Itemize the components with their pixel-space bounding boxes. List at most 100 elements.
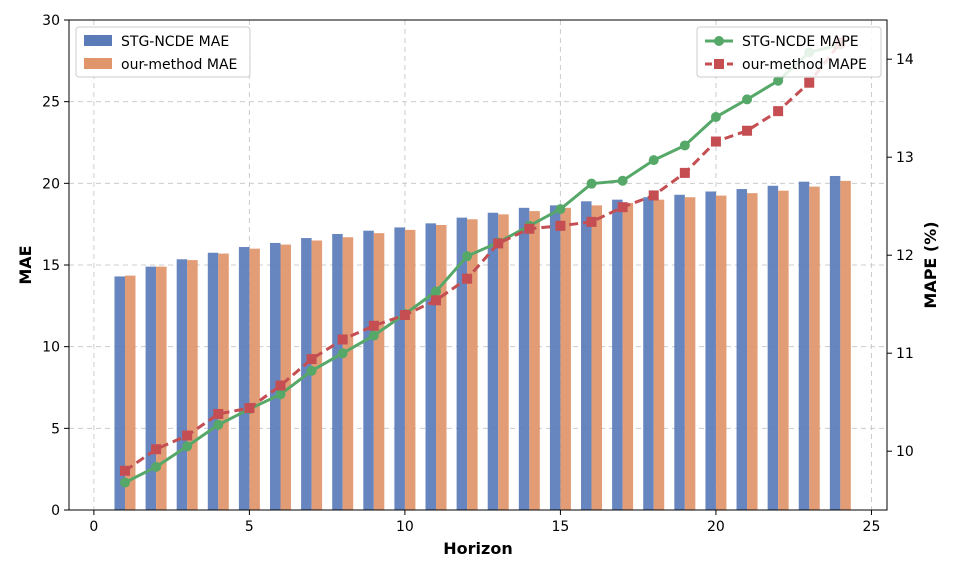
data-point	[773, 106, 784, 117]
x-tick-label: 20	[707, 519, 725, 535]
data-point	[182, 441, 193, 452]
bar	[280, 244, 291, 511]
bar	[207, 252, 219, 510]
legend-swatch	[84, 58, 112, 69]
data-point	[679, 167, 690, 178]
data-point	[244, 403, 255, 414]
y2-tick-label: 10	[896, 444, 914, 460]
data-point	[648, 190, 659, 201]
axes: 0 5 10 15 20 25 0 5 10 15 20 25 30 10 11 12 13 14	[42, 13, 914, 535]
data-point	[213, 408, 224, 419]
bar	[798, 181, 810, 510]
x-tick-label: 0	[89, 519, 98, 535]
bar	[269, 242, 281, 510]
data-point	[742, 94, 753, 105]
line-series-group	[119, 37, 846, 488]
x-tick-label: 5	[245, 519, 254, 535]
data-point	[213, 419, 224, 430]
legend-right: STG-NCDE MAPE our-method MAPE	[696, 26, 882, 78]
bar	[684, 197, 696, 510]
x-tick-label: 15	[552, 519, 570, 535]
data-point	[399, 309, 410, 320]
bar	[394, 227, 405, 510]
bar	[436, 224, 447, 510]
data-point	[431, 295, 442, 306]
legend-marker	[714, 59, 724, 69]
data-point	[586, 178, 597, 189]
data-point	[337, 334, 348, 345]
bar	[591, 205, 603, 510]
y2-tick-label: 12	[896, 248, 914, 264]
legend-box	[696, 26, 882, 78]
bar	[342, 237, 354, 510]
bar	[114, 276, 125, 510]
data-point	[648, 155, 659, 166]
data-point	[368, 320, 379, 331]
data-point	[555, 220, 566, 231]
bar	[705, 191, 716, 510]
bar	[156, 266, 167, 510]
data-point	[742, 125, 753, 136]
data-point	[119, 477, 130, 488]
y-tick-label: 10	[42, 340, 60, 356]
data-point	[306, 365, 317, 376]
y-tick-label: 20	[42, 176, 60, 192]
bar	[653, 199, 665, 510]
y-tick-label: 5	[51, 421, 60, 437]
x-axis-title: Horizon	[443, 539, 512, 558]
data-point	[151, 461, 162, 472]
legend-label: STG-NCDE MAE	[121, 34, 229, 50]
bar	[249, 248, 260, 510]
y2-axis-title: MAPE (%)	[921, 221, 940, 308]
bar	[767, 185, 779, 511]
y2-tick-label: 13	[896, 150, 914, 166]
x-tick-label: 25	[863, 519, 881, 535]
data-point	[555, 204, 566, 215]
bar	[145, 266, 157, 510]
data-point	[462, 273, 473, 284]
legend-box	[75, 26, 251, 78]
bar	[736, 189, 748, 511]
series-line	[124, 41, 842, 473]
bar	[778, 190, 789, 510]
bar	[487, 212, 499, 510]
bar	[124, 275, 136, 510]
y2-tick-label: 14	[896, 52, 914, 68]
bar	[643, 197, 654, 510]
bar	[456, 217, 468, 510]
y-axis-title: MAE	[16, 245, 35, 284]
data-point	[368, 330, 379, 341]
data-point	[524, 223, 535, 234]
bar	[549, 205, 561, 510]
bar	[560, 207, 571, 511]
data-point	[462, 251, 473, 262]
bar	[829, 175, 841, 510]
legend-label: STG-NCDE MAPE	[742, 34, 859, 50]
bar	[187, 260, 198, 510]
bar-series-group	[114, 175, 851, 511]
data-point	[119, 465, 130, 476]
bar	[373, 233, 385, 510]
bar	[518, 207, 530, 511]
data-point	[586, 216, 597, 227]
bar	[840, 180, 851, 510]
bar	[622, 202, 634, 510]
series-line	[124, 43, 841, 484]
bar	[674, 194, 685, 510]
bar	[612, 199, 623, 510]
y-tick-label: 30	[42, 13, 60, 29]
data-point	[710, 112, 721, 123]
bar	[404, 229, 416, 510]
bar	[176, 259, 188, 510]
data-point	[773, 75, 784, 86]
bar	[715, 195, 727, 511]
data-point	[275, 380, 286, 391]
legend-marker	[714, 36, 724, 46]
legend-left: STG-NCDE MAE our-method MAE	[75, 26, 251, 78]
x-tick-label: 10	[396, 519, 414, 535]
bar	[581, 201, 592, 511]
data-point	[493, 238, 504, 249]
data-point	[617, 202, 628, 213]
legend-swatch	[84, 35, 112, 46]
bar	[238, 247, 250, 511]
